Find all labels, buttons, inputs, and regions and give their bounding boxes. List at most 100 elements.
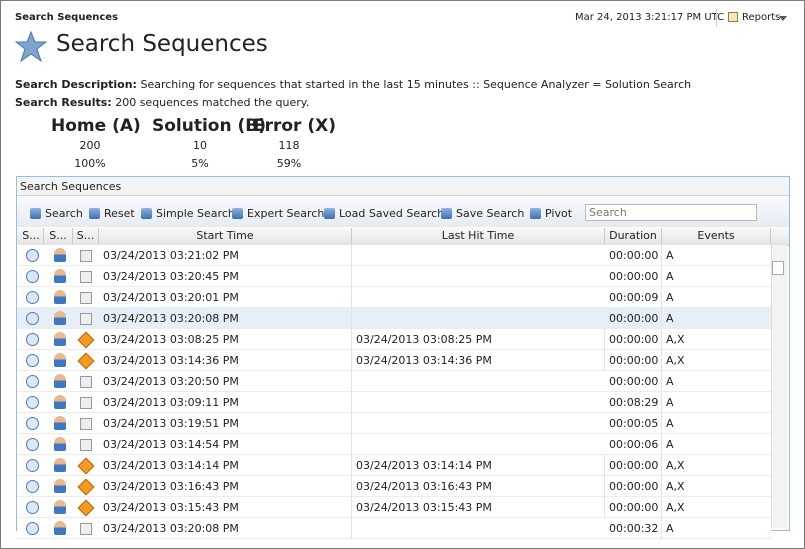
results-text: 200 sequences matched the query. (115, 96, 310, 109)
start-time: 03/24/2013 03:09:11 PM (99, 392, 352, 413)
column-header[interactable]: S... (19, 228, 44, 244)
star (14, 31, 48, 63)
scroll-thumb[interactable] (772, 261, 784, 275)
column-header[interactable]: Duration (605, 228, 662, 244)
description: Search Description: Searching for sequen… (15, 78, 691, 91)
reports-icon (728, 12, 738, 22)
last-hit-time: 03/24/2013 03:08:25 PM (352, 329, 605, 350)
reports-menu[interactable]: Reports (742, 12, 781, 23)
toolbar-button[interactable]: Expert Search (231, 206, 324, 222)
grid-row[interactable] (17, 329, 771, 350)
summary-heading: Error (X) (253, 116, 337, 136)
start-time: 03/24/2013 03:16:43 PM (99, 476, 352, 497)
user-icon (54, 248, 66, 262)
duration: 00:00:00 (605, 245, 662, 266)
dropdown-arrow (779, 16, 787, 25)
user-icon (54, 311, 66, 325)
user-icon (54, 395, 66, 409)
last-hit-time: 03/24/2013 03:15:43 PM (352, 497, 605, 518)
duration: 00:00:00 (605, 308, 662, 329)
toolbar-button[interactable]: Simple Search (140, 206, 235, 222)
events: A,X (666, 333, 685, 346)
events: A (666, 396, 674, 409)
duration: 00:00:05 (605, 413, 662, 434)
toolbar-button[interactable]: Search (29, 206, 83, 222)
column-header[interactable]: Start Time (99, 228, 352, 244)
status-icon (80, 397, 92, 409)
summary-count: 118 (278, 139, 300, 152)
title-icon (14, 31, 48, 63)
duration: 00:00:00 (605, 350, 662, 371)
column-header[interactable]: S... (73, 228, 99, 244)
status-icon (80, 271, 92, 283)
user-icon (54, 521, 66, 535)
info-icon (26, 249, 39, 262)
toolbar-button[interactable]: Save Search (440, 206, 524, 222)
grid-row[interactable] (17, 518, 771, 539)
last-hit-time: 03/24/2013 03:14:14 PM (352, 455, 605, 476)
grid-row[interactable] (17, 371, 771, 392)
summary-heading: Solution (B) (152, 116, 267, 136)
toolbar-button[interactable]: Load Saved Search (323, 206, 444, 222)
status-icon (80, 439, 92, 451)
summary-count: 10 (193, 139, 207, 152)
user-icon (54, 332, 66, 346)
search-box[interactable]: Search (585, 204, 757, 221)
toolbar-button[interactable]: Pivot (529, 206, 572, 222)
grid-row[interactable] (17, 245, 771, 266)
status-icon (80, 418, 92, 430)
panel-title: Search Sequences (20, 180, 122, 193)
events: A (666, 270, 674, 283)
start-time: 03/24/2013 03:20:45 PM (99, 266, 352, 287)
events: A (666, 438, 674, 451)
grid-row[interactable] (17, 350, 771, 371)
grid-row[interactable] (17, 266, 771, 287)
grid-row[interactable] (17, 287, 771, 308)
start-time: 03/24/2013 03:20:01 PM (99, 287, 352, 308)
duration: 00:00:00 (605, 266, 662, 287)
duration: 00:00:00 (605, 329, 662, 350)
duration: 00:00:00 (605, 371, 662, 392)
user-icon (54, 458, 66, 472)
duration: 00:00:09 (605, 287, 662, 308)
last-hit-time: 03/24/2013 03:14:36 PM (352, 350, 605, 371)
column-header[interactable]: Last Hit Time (352, 228, 605, 244)
events: A,X (666, 459, 685, 472)
info-icon (26, 438, 39, 451)
start-time: 03/24/2013 03:19:51 PM (99, 413, 352, 434)
user-icon (54, 290, 66, 304)
start-time: 03/24/2013 03:08:25 PM (99, 329, 352, 350)
events: A,X (666, 354, 685, 367)
info-icon (26, 480, 39, 493)
results-label: Search Results: (15, 96, 112, 109)
info-icon (26, 501, 39, 514)
grid-row[interactable] (17, 455, 771, 476)
info-icon (26, 333, 39, 346)
info-icon (26, 312, 39, 325)
panel-header (17, 177, 789, 196)
scrollbar[interactable] (771, 245, 787, 528)
status-icon (80, 523, 92, 535)
info-icon (26, 459, 39, 472)
grid-row[interactable] (17, 308, 771, 329)
summary-percent: 59% (276, 157, 302, 170)
user-icon (54, 479, 66, 493)
duration: 00:08:29 (605, 392, 662, 413)
events: A (666, 375, 674, 388)
info-icon (26, 417, 39, 430)
grid-row[interactable] (17, 413, 771, 434)
user-icon (54, 416, 66, 430)
summary-count: 200 (79, 139, 101, 152)
toolbar-button[interactable]: Reset (88, 206, 135, 222)
events: A,X (666, 501, 685, 514)
grid-row[interactable] (17, 392, 771, 413)
user-icon (54, 353, 66, 367)
grid-row[interactable] (17, 476, 771, 497)
column-header[interactable]: S... (44, 228, 73, 244)
breadcrumb: Search Sequences (15, 12, 119, 23)
status-icon (80, 292, 92, 304)
grid-row[interactable] (17, 434, 771, 455)
grid-row[interactable] (17, 497, 771, 518)
column-header[interactable]: Events (662, 228, 771, 244)
